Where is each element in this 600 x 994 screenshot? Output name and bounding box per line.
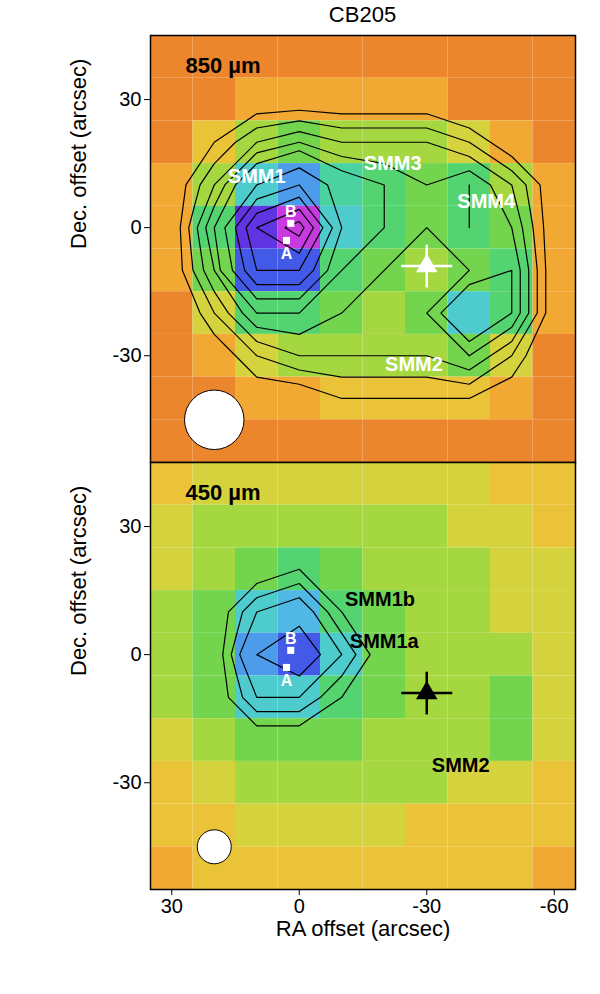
svg-text:SMM1: SMM1 xyxy=(228,165,286,187)
svg-text:0: 0 xyxy=(130,643,141,665)
svg-text:Dec. offset (arcsec): Dec. offset (arcsec) xyxy=(66,59,91,249)
svg-text:SMM2: SMM2 xyxy=(385,353,443,375)
svg-text:SMM4: SMM4 xyxy=(457,190,516,212)
svg-text:30: 30 xyxy=(161,895,183,917)
svg-text:B: B xyxy=(285,630,297,647)
svg-text:B: B xyxy=(285,203,297,220)
svg-text:-60: -60 xyxy=(540,895,569,917)
html-text:CB205: CB205 xyxy=(328,2,397,27)
svg-text:-30: -30 xyxy=(113,771,142,793)
svg-text:RA offset (arcsec): RA offset (arcsec) xyxy=(276,916,450,941)
svg-text:0: 0 xyxy=(130,216,141,238)
svg-text:850 µm: 850 µm xyxy=(186,53,261,78)
svg-text:30: 30 xyxy=(119,88,141,110)
svg-text:A: A xyxy=(281,672,293,689)
svg-text:30: 30 xyxy=(119,515,141,537)
svg-text:SMM3: SMM3 xyxy=(364,152,422,174)
svg-text:0: 0 xyxy=(294,895,305,917)
svg-text:A: A xyxy=(281,245,293,262)
svg-text:SMM2: SMM2 xyxy=(432,754,490,776)
svg-text:SMM1a: SMM1a xyxy=(350,630,420,652)
svg-text:Dec. offset (arcsec): Dec. offset (arcsec) xyxy=(66,486,91,676)
svg-text:SMM1b: SMM1b xyxy=(345,588,415,610)
svg-text:450 µm: 450 µm xyxy=(186,480,261,505)
svg-text:-30: -30 xyxy=(113,344,142,366)
svg-text:-30: -30 xyxy=(412,895,441,917)
